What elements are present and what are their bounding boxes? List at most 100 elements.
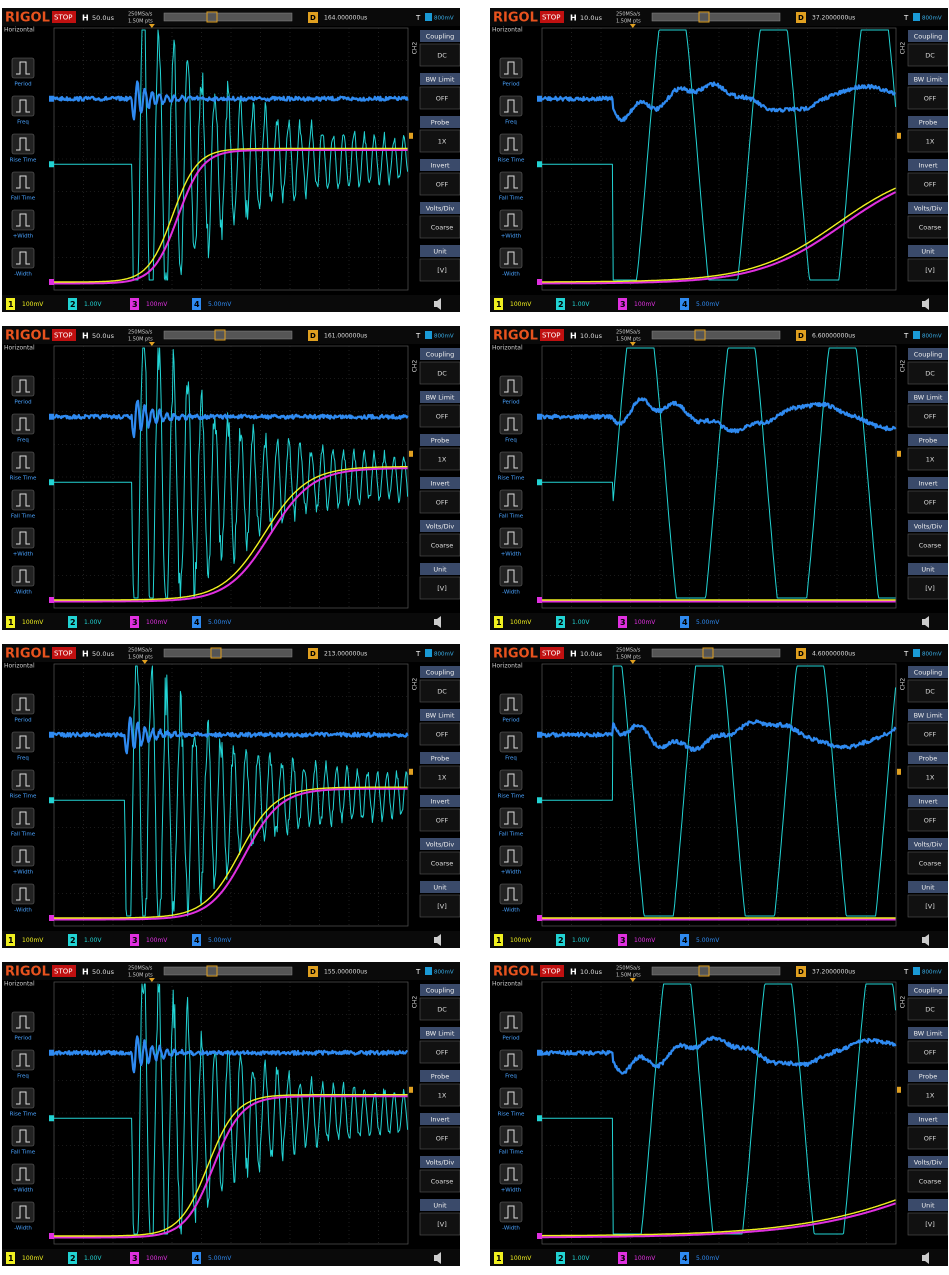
menu-value-box[interactable]	[419, 361, 460, 385]
ch-marker	[537, 1233, 542, 1239]
menu-value-box[interactable]	[419, 1040, 460, 1064]
waveform	[54, 983, 409, 1235]
menu-value-box[interactable]	[419, 129, 460, 153]
menu-header	[420, 881, 460, 893]
menu-value-box[interactable]	[907, 808, 948, 832]
menu-value-box[interactable]	[419, 1169, 460, 1193]
menu-value: OFF	[436, 817, 449, 825]
menu-value-box[interactable]	[907, 533, 948, 557]
menu-value-box[interactable]	[419, 172, 460, 196]
menu-value-box[interactable]	[907, 1169, 948, 1193]
menu-value-box[interactable]	[907, 1083, 948, 1107]
menu-value-box[interactable]	[419, 808, 460, 832]
menu-value-box[interactable]	[419, 722, 460, 746]
menu-value: DC	[925, 1006, 935, 1014]
menu-value-box[interactable]	[907, 576, 948, 600]
trigger-marker	[148, 24, 155, 28]
left-menu-icon	[499, 413, 523, 435]
left-menu-label: +Width	[501, 1188, 522, 1194]
left-menu-title: Horizontal	[492, 345, 523, 352]
menu-value-box[interactable]	[907, 894, 948, 918]
channel-number: 1	[496, 300, 502, 309]
menu-value-box[interactable]	[907, 1212, 948, 1236]
menu-header	[420, 159, 460, 171]
menu-header	[908, 563, 948, 575]
menu-value-box[interactable]	[907, 447, 948, 471]
channel-number: 3	[132, 618, 138, 627]
menu-header	[420, 116, 460, 128]
menu-value-box[interactable]	[907, 722, 948, 746]
menu-value-box[interactable]	[907, 86, 948, 110]
menu-value-box[interactable]	[419, 86, 460, 110]
menu-value-box[interactable]	[419, 1083, 460, 1107]
channel-badge	[130, 1252, 139, 1264]
trigger-marker	[629, 342, 636, 346]
menu-value-box[interactable]	[419, 447, 460, 471]
menu-value-box[interactable]	[419, 576, 460, 600]
channel-number: 3	[132, 1254, 138, 1263]
menu-value-box[interactable]	[419, 1212, 460, 1236]
menu-label: Unit	[921, 248, 935, 256]
menu-value-box[interactable]	[907, 172, 948, 196]
menu-value-box[interactable]	[419, 1126, 460, 1150]
menu-value-box[interactable]	[419, 43, 460, 67]
menu-value-box[interactable]	[907, 43, 948, 67]
menu-label: BW Limit	[426, 76, 455, 84]
menu-value-box[interactable]	[419, 533, 460, 557]
menu-value-box[interactable]	[419, 404, 460, 428]
channel-scale: 1.00V	[572, 619, 590, 626]
level-marker	[409, 768, 413, 775]
menu-value-box[interactable]	[907, 215, 948, 239]
menu-value-box[interactable]	[419, 258, 460, 282]
menu-value-box[interactable]	[907, 404, 948, 428]
menu-header	[420, 1199, 460, 1211]
brand: RIGOL	[5, 11, 50, 26]
channel-scale: 5.00mV	[696, 301, 720, 308]
waveform	[54, 466, 408, 601]
menu-value-box[interactable]	[907, 129, 948, 153]
waveform	[54, 147, 408, 283]
menu-value-box[interactable]	[419, 765, 460, 789]
menu-value-box[interactable]	[419, 851, 460, 875]
channel-scale: 100mV	[22, 301, 44, 308]
menu-value-box[interactable]	[419, 894, 460, 918]
menu-value-box[interactable]	[907, 1040, 948, 1064]
menu-value-box[interactable]	[907, 679, 948, 703]
left-menu-glyph	[504, 137, 518, 151]
menu-value-box[interactable]	[907, 490, 948, 514]
menu-value-box[interactable]	[907, 258, 948, 282]
left-menu-glyph	[16, 697, 30, 711]
d-box	[796, 966, 806, 977]
menu-value: OFF	[436, 731, 449, 739]
channel-scale: 100mV	[634, 619, 656, 626]
menu-value-box[interactable]	[419, 215, 460, 239]
waveform	[53, 716, 409, 755]
menu-label: Coupling	[426, 351, 455, 359]
menu-value-box[interactable]	[907, 851, 948, 875]
channel-name: CH2	[900, 42, 907, 55]
left-menu-label: Rise Time	[10, 1112, 37, 1118]
menu-label: Invert	[430, 798, 450, 806]
d-label: D	[798, 968, 804, 976]
menu-value-box[interactable]	[907, 997, 948, 1021]
channel-badge	[68, 616, 77, 628]
menu-value-box[interactable]	[907, 1126, 948, 1150]
menu-value-box[interactable]	[907, 765, 948, 789]
scope-screenshot: RIGOL STOP H 50.0us 250MSa/s1.50M pts D 155.00…	[2, 962, 460, 1266]
d-box	[308, 330, 318, 341]
bottom-bar	[2, 295, 460, 312]
channel-scale: 5.00mV	[696, 1255, 720, 1262]
trigger-marker	[148, 978, 155, 982]
left-menu-glyph	[16, 811, 30, 825]
menu-value: Coarse	[431, 1178, 454, 1186]
channel-number: 4	[194, 618, 200, 627]
waveform	[53, 80, 409, 121]
menu-value-box[interactable]	[907, 361, 948, 385]
waveform	[54, 786, 408, 919]
left-menu-glyph	[504, 735, 518, 749]
left-menu-glyph	[504, 1129, 518, 1143]
menu-value-box[interactable]	[419, 997, 460, 1021]
menu-value-box[interactable]	[419, 490, 460, 514]
menu-value-box[interactable]	[419, 679, 460, 703]
channel-badge	[68, 934, 77, 946]
